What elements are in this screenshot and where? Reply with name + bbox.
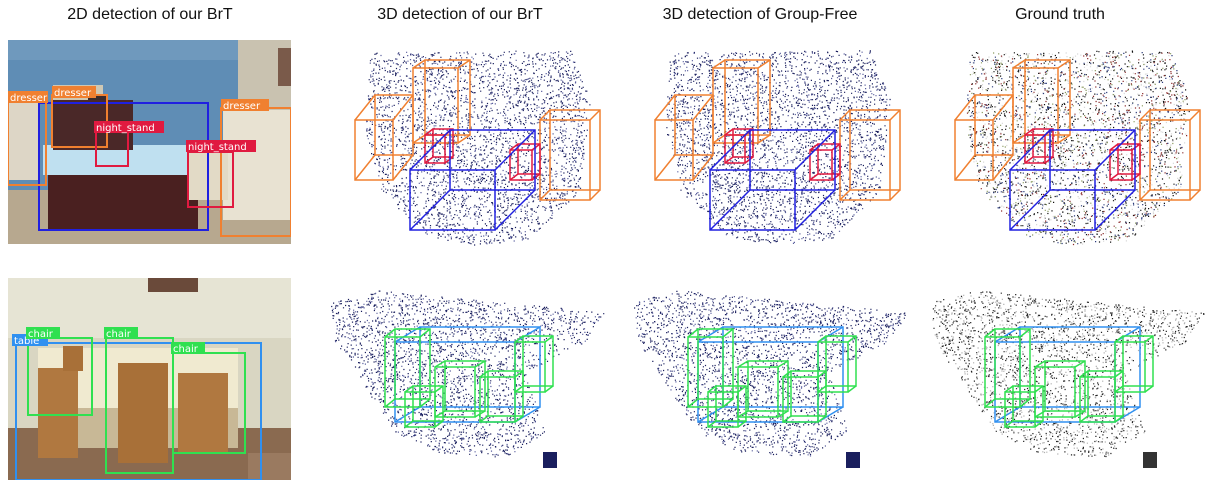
bedroom-3d-brt-svg bbox=[354, 50, 601, 246]
label-nightstand-2: night_stand bbox=[188, 142, 247, 153]
bedroom-photo-2d: dresser dresser dresser night_stand nigh… bbox=[8, 40, 291, 244]
bounding-boxes-3d bbox=[954, 59, 1201, 231]
bbox-table bbox=[15, 342, 262, 480]
bedroom-photo-svg: dresser dresser dresser night_stand nigh… bbox=[8, 40, 291, 244]
label-dresser-2: dresser bbox=[54, 88, 92, 99]
column-title-3d-groupfree: 3D detection of Group-Free bbox=[662, 6, 858, 23]
point-cloud bbox=[331, 290, 605, 458]
point-cloud bbox=[932, 291, 1205, 458]
bedroom-ground-truth bbox=[930, 40, 1205, 250]
bounding-boxes-3d bbox=[654, 59, 901, 231]
dining-3d-groupfree bbox=[618, 282, 918, 477]
column-title-ground-truth: Ground truth bbox=[1015, 6, 1105, 23]
point-cloud bbox=[666, 50, 891, 244]
bounding-boxes-3d bbox=[984, 326, 1154, 428]
dining-photo-2d: table chair chair chair bbox=[8, 278, 291, 480]
dining-photo-svg: table chair chair chair bbox=[8, 278, 291, 480]
bbox-bed bbox=[38, 102, 209, 231]
column-title-3d-brt: 3D detection of our BrT bbox=[377, 6, 543, 23]
dining-ground-truth bbox=[915, 282, 1210, 477]
label-table: table bbox=[14, 336, 39, 347]
dining-3d-brt bbox=[315, 282, 615, 477]
bedroom-3d-brt bbox=[330, 40, 610, 250]
bedroom-3d-groupfree bbox=[630, 40, 910, 250]
bounding-boxes-3d bbox=[354, 59, 601, 231]
point-cloud bbox=[366, 50, 591, 246]
bounding-boxes-3d bbox=[687, 326, 857, 428]
label-dresser-1: dresser bbox=[10, 93, 48, 104]
dining-3d-brt-svg bbox=[331, 290, 605, 468]
bbox-chair-3 bbox=[172, 352, 246, 454]
label-chair-1: chair bbox=[28, 329, 54, 340]
column-title-2d-brt: 2D detection of our BrT bbox=[67, 6, 233, 23]
bounding-boxes-3d bbox=[384, 326, 554, 428]
label-nightstand-1: night_stand bbox=[96, 123, 155, 134]
label-chair-3: chair bbox=[173, 344, 199, 355]
bedroom-ground-truth-svg bbox=[954, 50, 1201, 246]
label-chair-2: chair bbox=[106, 329, 132, 340]
point-cloud bbox=[634, 290, 906, 457]
label-dresser-3: dresser bbox=[223, 101, 261, 112]
point-cloud bbox=[966, 50, 1190, 246]
dining-3d-groupfree-svg bbox=[634, 290, 906, 468]
dining-ground-truth-svg bbox=[932, 291, 1205, 468]
bedroom-3d-groupfree-svg bbox=[654, 50, 901, 244]
